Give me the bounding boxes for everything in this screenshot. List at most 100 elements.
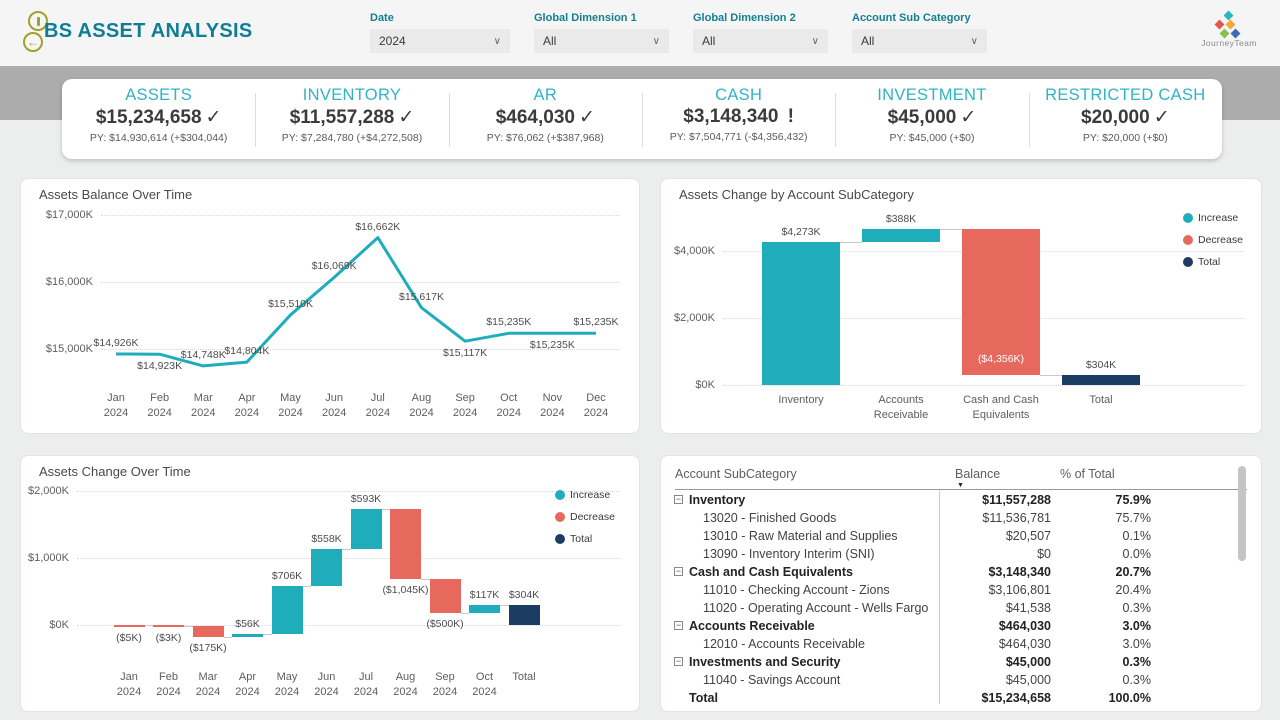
filter-dropdown-global-dimension-1[interactable]: All ∨ [534,29,669,53]
legend-dot-icon [555,534,565,544]
table-row-13010-raw-material-and-supplies[interactable]: 13010 - Raw Material and Supplies $20,507… [661,527,1261,545]
x-axis-label-oct-2024: Oct 2024 [497,391,521,420]
kpi-inventory[interactable]: INVENTORY $11,557,288 ✓ PY: $7,284,780 (+$4… [255,79,448,159]
waterfall-bar-sep-2024[interactable] [429,579,461,613]
page-title: BS ASSET ANALYSIS [44,20,253,42]
waterfall-bar-jun-2024[interactable] [311,548,342,587]
legend: Increase Decrease Total [555,484,615,550]
table-row-13090-inventory-interim-sni[interactable]: 13090 - Inventory Interim (SNI) $0 0.0% [661,545,1261,563]
kpi-summary-card: ASSETS $15,234,658 ✓ PY: $14,930,614 (+$304… [62,79,1222,159]
table-row-11010-checking-account-zions[interactable]: 11010 - Checking Account - Zions $3,106,8… [661,581,1261,599]
kpi-prior-year: PY: $45,000 (+$0) [889,132,975,144]
legend-item-decrease[interactable]: Decrease [1183,229,1243,251]
x-axis-label-total: Total [1089,394,1113,406]
waterfall-bar-jan-2024[interactable] [113,625,145,627]
row-pct-of-total: 100.0% [1108,691,1151,705]
kpi-investment[interactable]: INVESTMENT $45,000 ✓ PY: $45,000 (+$0) [835,79,1028,159]
table-row-12010-accounts-receivable[interactable]: 12010 - Accounts Receivable $464,030 3.0% [661,635,1261,653]
waterfall-bar-aug-2024[interactable] [390,509,421,580]
kpi-value: $464,030 ✓ [495,107,595,128]
kpi-cash[interactable]: CASH $3,148,340 ! PY: $7,504,771 (-$4,356,… [641,79,835,159]
y-axis-tick-label: $2,000K [674,312,715,324]
kpi-label: INVESTMENT [877,86,987,104]
legend-item-total[interactable]: Total [1183,251,1243,273]
kpi-label: ASSETS [125,86,193,104]
table-row-11040-savings-account[interactable]: 11040 - Savings Account $45,000 0.3% [661,671,1261,689]
kpi-restricted-cash[interactable]: RESTRICTED CASH $20,000 ✓ PY: $20,000 (+$0) [1028,79,1222,159]
row-pct-of-total: 3.0% [1122,619,1152,633]
balance-line-series[interactable] [21,179,639,433]
waterfall-bar-inventory[interactable] [762,241,840,385]
waterfall-connector [500,604,509,606]
x-label-line: Aug [395,671,416,683]
collapse-icon[interactable]: − [674,494,683,504]
row-pct-of-total: 75.9% [1115,493,1151,507]
collapse-icon[interactable]: − [674,656,683,666]
column-header-account-subcategory[interactable]: Account SubCategory [675,467,797,481]
legend-item-increase[interactable]: Increase [1183,207,1243,229]
collapse-icon[interactable]: − [674,620,683,630]
waterfall-bar-may-2024[interactable] [271,586,303,634]
column-header-balance[interactable]: Balance [955,467,1001,481]
waterfall-bar-oct-2024[interactable] [469,604,500,613]
table-row-investments-and-security[interactable]: − Investments and Security $45,000 0.3% [661,653,1261,671]
x-label-line: Jun [317,671,336,683]
row-pct-of-total: 75.7% [1115,511,1151,525]
waterfall-bar-total[interactable] [508,604,540,625]
x-axis-label-jul-2024: Jul 2024 [366,391,390,420]
filter-dropdown-global-dimension-2[interactable]: All ∨ [693,29,828,53]
kpi-value: $20,000 ✓ [1081,107,1170,128]
table-row-accounts-receivable[interactable]: − Accounts Receivable $464,030 3.0% [661,617,1261,635]
x-axis-label-apr-2024: Apr 2024 [235,670,259,699]
waterfall-bar-mar-2024[interactable] [192,625,224,638]
info-icon-button[interactable] [28,11,48,31]
table-row-cash-and-cash-equivalents[interactable]: − Cash and Cash Equivalents $3,148,340 20.7… [661,563,1261,581]
waterfall-bar-total[interactable] [1062,374,1140,385]
x-axis-label-accounts-receivable: Accounts Receivable [874,393,928,422]
waterfall-bar-cash-and-cash-equivalents[interactable] [962,228,1040,375]
kpi-assets[interactable]: ASSETS $15,234,658 ✓ PY: $14,930,614 (+$304… [62,79,255,159]
table-row-13020-finished-goods[interactable]: 13020 - Finished Goods $11,536,781 75.7% [661,509,1261,527]
kpi-value: $3,148,340 ! [683,106,794,127]
data-label-jan-2024: $14,926K [93,336,139,349]
waterfall-bar-accounts-receivable[interactable] [862,228,940,242]
chart-title: Assets Change by Account SubCategory [679,187,914,202]
waterfall-bar-jul-2024[interactable] [350,509,382,549]
legend-item-decrease[interactable]: Decrease [555,506,615,528]
x-label-line: 2024 [452,406,478,419]
column-header-pct-of-total[interactable]: % of Total [1060,467,1115,481]
line-path[interactable] [115,236,596,368]
waterfall-bar-apr-2024[interactable] [232,633,263,638]
waterfall-bar-feb-2024[interactable] [153,625,184,628]
x-axis-label-sep-2024: Sep 2024 [433,670,457,699]
legend-label: Increase [570,489,611,501]
legend-item-increase[interactable]: Increase [555,484,615,506]
x-axis-label-mar-2024: Mar 2024 [191,391,215,420]
row-name: 13010 - Raw Material and Supplies [703,529,898,543]
filter-label: Global Dimension 1 [534,12,637,24]
kpi-value: $45,000 ✓ [887,107,977,128]
legend-dot-icon [555,490,565,500]
waterfall-connector [144,625,153,627]
filter-dropdown-date[interactable]: 2024 ∨ [370,29,510,53]
kpi-prior-year: PY: $76,062 (+$387,968) [486,132,604,144]
filter-selected-value: All [861,34,875,48]
table-scrollbar-thumb[interactable] [1238,466,1246,561]
filter-selected-value: All [702,34,716,48]
row-name: Cash and Cash Equivalents [689,565,853,579]
chart-title: Assets Change Over Time [39,464,191,479]
check-icon: ✓ [398,107,415,128]
table-row-11020-operating-account-wells-fargo[interactable]: 11020 - Operating Account - Wells Fargo $… [661,599,1261,617]
x-axis-label-jul-2024: Jul 2024 [354,670,378,699]
table-row-total[interactable]: Total $15,234,658 100.0% [661,689,1261,707]
sort-descending-icon[interactable]: ▼ [957,482,964,489]
legend-item-total[interactable]: Total [555,528,615,550]
x-label-line: 2024 [278,406,303,419]
back-icon-button[interactable]: ← [23,32,43,52]
collapse-icon[interactable]: − [674,566,683,576]
legend-label: Decrease [1198,234,1243,246]
table-row-inventory[interactable]: − Inventory $11,557,288 75.9% [661,491,1261,509]
filter-dropdown-account-sub-category[interactable]: All ∨ [852,29,987,53]
kpi-ar[interactable]: AR $464,030 ✓ PY: $76,062 (+$387,968) [448,79,642,159]
kpi-value: $11,557,288 ✓ [289,107,415,128]
